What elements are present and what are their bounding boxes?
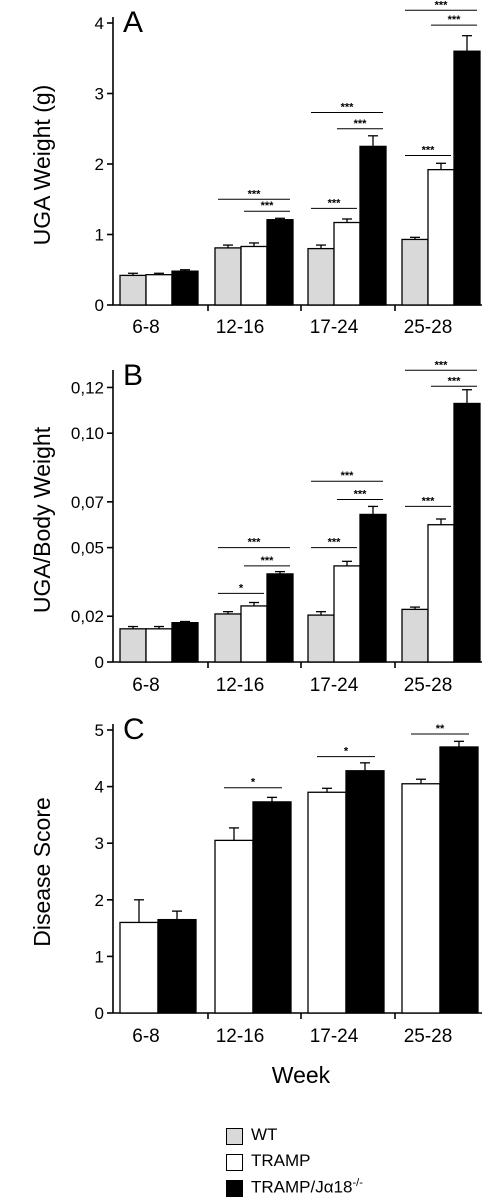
bar-wt bbox=[307, 614, 335, 663]
bar-tramp_ja18 bbox=[171, 621, 199, 663]
bar-tramp bbox=[145, 274, 173, 306]
bar-tramp_ja18 bbox=[266, 219, 294, 306]
significance-label: * bbox=[239, 582, 244, 594]
significance-label: *** bbox=[448, 375, 462, 387]
bar-tramp bbox=[427, 168, 455, 306]
significance-label: *** bbox=[354, 489, 368, 501]
significance-label: *** bbox=[448, 14, 462, 26]
significance-label: *** bbox=[341, 470, 355, 482]
bar-wt bbox=[401, 608, 429, 663]
bar-wt bbox=[401, 238, 429, 306]
significance-label: *** bbox=[328, 197, 342, 209]
significance-label: *** bbox=[354, 118, 368, 130]
significance-label: ** bbox=[436, 723, 445, 735]
bar-tramp bbox=[333, 565, 361, 663]
y-tick-label: 0,05 bbox=[71, 539, 104, 558]
y-tick-label: 0,02 bbox=[71, 607, 104, 626]
y-tick-label: 3 bbox=[95, 834, 104, 853]
bar-tramp bbox=[333, 221, 361, 306]
bar-tramp_ja18 bbox=[359, 513, 387, 663]
x-tick-label: 25-28 bbox=[404, 1026, 453, 1047]
x-tick-label: 25-28 bbox=[404, 317, 453, 338]
bar-tramp_ja18 bbox=[453, 402, 481, 663]
panel-label: C bbox=[123, 713, 145, 746]
y-tick-label: 2 bbox=[95, 155, 104, 174]
y-axis-label: UGA/Body Weight bbox=[29, 426, 55, 613]
bar-tramp_ja18 bbox=[345, 770, 385, 1014]
significance-label: *** bbox=[435, 359, 449, 371]
y-axis-label: UGA Weight (g) bbox=[29, 85, 55, 246]
bar-tramp bbox=[401, 783, 441, 1014]
chart-panel-b: 0 0,02 0,05 0,07 0,10 0,12 6-8 12-16 17-24 25-28 U… bbox=[29, 359, 482, 696]
bar-wt bbox=[214, 613, 242, 663]
panel-label: A bbox=[123, 6, 143, 39]
bar-wt bbox=[307, 247, 335, 306]
significance-label: *** bbox=[422, 145, 436, 157]
chart-panel-a: 0 1 2 3 4 6-8 12-16 17-24 25-28 UGA Weight (g) A **… bbox=[29, 0, 482, 338]
bar-tramp bbox=[214, 839, 254, 1014]
y-axis-label: Disease Score bbox=[29, 797, 55, 947]
panel-label: B bbox=[123, 359, 143, 392]
bar-tramp_ja18 bbox=[453, 50, 481, 306]
bar-tramp_ja18 bbox=[359, 145, 387, 306]
bar-tramp_ja18 bbox=[171, 270, 199, 306]
bar-wt bbox=[119, 274, 147, 306]
y-tick-label: 0 bbox=[95, 653, 104, 672]
significance-label: *** bbox=[341, 102, 355, 114]
bar-tramp_ja18 bbox=[266, 573, 294, 663]
significance-label: *** bbox=[248, 537, 262, 549]
significance-label: *** bbox=[435, 0, 449, 11]
bar-tramp_ja18 bbox=[439, 746, 479, 1014]
x-tick-label: 6-8 bbox=[132, 317, 159, 338]
y-tick-label: 1 bbox=[95, 947, 104, 966]
x-tick-label: 12-16 bbox=[216, 1026, 265, 1047]
bar-tramp_ja18 bbox=[157, 918, 197, 1014]
y-tick-label: 1 bbox=[95, 226, 104, 245]
x-tick-label: 6-8 bbox=[132, 675, 159, 696]
legend-swatch-tramp-ja18 bbox=[226, 1180, 243, 1197]
x-tick-label: 17-24 bbox=[310, 1026, 359, 1047]
significance-label: *** bbox=[248, 188, 262, 200]
y-tick-label: 4 bbox=[95, 778, 104, 797]
y-tick-label: 3 bbox=[95, 85, 104, 104]
x-tick-label: 17-24 bbox=[310, 675, 359, 696]
x-tick-label: 12-16 bbox=[216, 675, 265, 696]
y-tick-label: 0 bbox=[95, 296, 104, 315]
bar-tramp bbox=[427, 524, 455, 663]
y-tick-label: 0,12 bbox=[71, 378, 104, 397]
y-tick-label: 0 bbox=[95, 1004, 104, 1023]
y-tick-label: 5 bbox=[95, 721, 104, 740]
bar-tramp_ja18 bbox=[252, 801, 292, 1014]
y-tick-label: 2 bbox=[95, 891, 104, 910]
significance-label: *** bbox=[422, 495, 436, 507]
x-axis-label: Week bbox=[272, 1062, 331, 1088]
significance-label: *** bbox=[328, 537, 342, 549]
bar-tramp bbox=[240, 605, 268, 663]
bar-wt bbox=[119, 628, 147, 663]
legend-swatch-tramp bbox=[226, 1154, 243, 1171]
significance-label: *** bbox=[261, 200, 275, 212]
y-tick-label: 0,10 bbox=[71, 424, 104, 443]
legend-label-tramp: TRAMP bbox=[251, 1151, 311, 1170]
bar-tramp bbox=[307, 791, 347, 1014]
bar-wt bbox=[214, 247, 242, 306]
x-tick-label: 6-8 bbox=[132, 1026, 159, 1047]
bar-tramp bbox=[240, 245, 268, 306]
legend-swatch-wt bbox=[226, 1128, 243, 1145]
significance-label: * bbox=[344, 746, 349, 758]
significance-label: * bbox=[251, 777, 256, 789]
x-tick-label: 25-28 bbox=[404, 675, 453, 696]
significance-label: *** bbox=[261, 555, 275, 567]
legend-label-tramp-ja18: TRAMP/Jα18-/- bbox=[251, 1177, 363, 1197]
y-tick-label: 4 bbox=[95, 14, 104, 33]
bar-tramp bbox=[145, 628, 173, 663]
legend-label-wt: WT bbox=[251, 1125, 278, 1144]
bar-tramp bbox=[119, 921, 159, 1014]
y-tick-label: 0,07 bbox=[71, 493, 104, 512]
x-tick-label: 12-16 bbox=[216, 317, 265, 338]
x-tick-label: 17-24 bbox=[310, 317, 359, 338]
